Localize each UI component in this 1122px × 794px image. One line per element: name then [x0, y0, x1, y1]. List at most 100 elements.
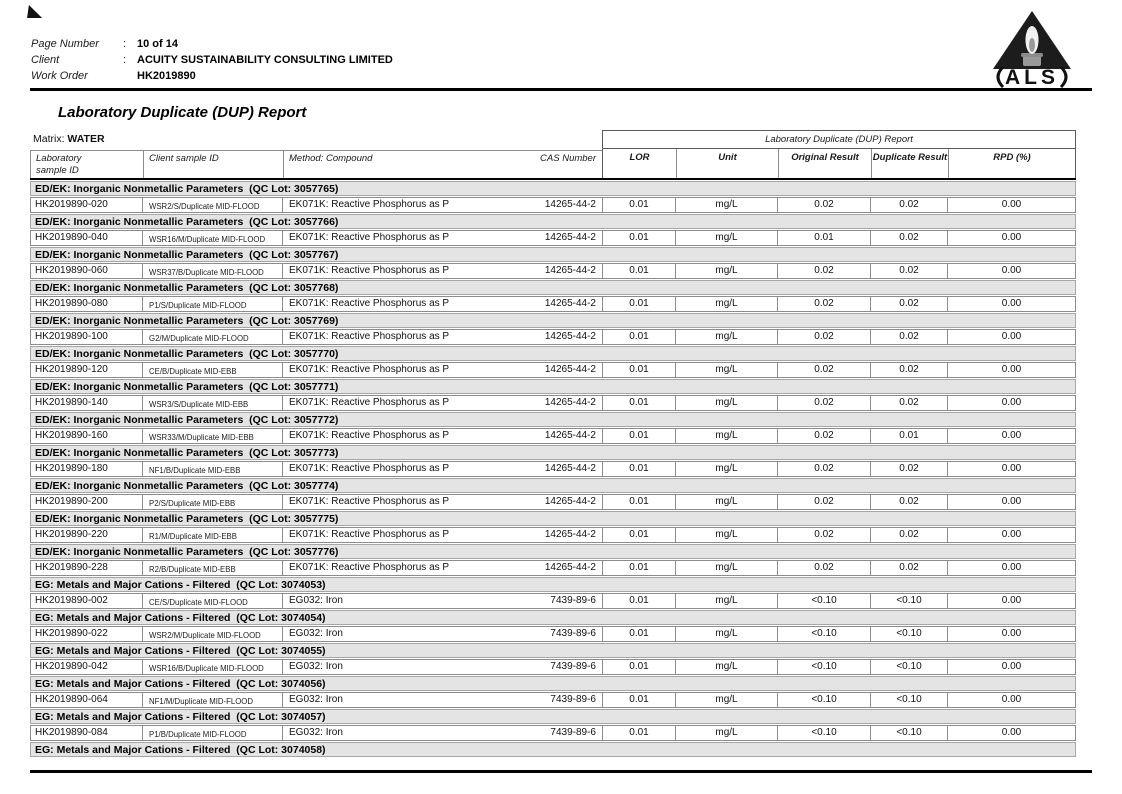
cell-laboratory-sample-id: HK2019890-060 — [31, 264, 143, 278]
section-heading: ED/EK: Inorganic Nonmetallic Parameters … — [30, 181, 1076, 196]
cell-cas-number: 7439-89-6 — [530, 594, 603, 608]
cell-unit: mg/L — [676, 396, 778, 410]
cell-cas-number: 14265-44-2 — [530, 528, 603, 542]
dup-report-group-header: Laboratory Duplicate (DUP) Report LOR Un… — [602, 130, 1076, 179]
client-value: ACUITY SUSTAINABILITY CONSULTING LIMITED — [137, 54, 393, 66]
table-row: HK2019890-080 P1/S/Duplicate MID-FLOOD EK0… — [30, 296, 1076, 312]
table-row: HK2019890-084 P1/B/Duplicate MID-FLOOD EG0… — [30, 725, 1076, 741]
table-row: HK2019890-120 CE/B/Duplicate MID-EBB EK071… — [30, 362, 1076, 378]
cell-rpd: 0.00 — [1001, 694, 1022, 705]
cell-unit: mg/L — [676, 231, 778, 245]
section-heading: ED/EK: Inorganic Nonmetallic Parameters … — [30, 214, 1076, 229]
column-header-method-compound: Method: Compound — [289, 153, 373, 164]
table-left-header: Laboratory sample ID Client sample ID Me… — [30, 150, 602, 178]
report-title: Laboratory Duplicate (DUP) Report — [58, 104, 307, 121]
cell-lor: 0.01 — [603, 231, 676, 245]
cell-duplicate-result: <0.10 — [871, 627, 948, 641]
cell-lor: 0.01 — [603, 726, 676, 740]
cell-client-sample-id: G2/M/Duplicate MID-FLOOD — [143, 330, 283, 344]
matrix-value: WATER — [67, 133, 105, 145]
cell-cas-number: 7439-89-6 — [530, 693, 603, 707]
cell-original-result: 0.01 — [778, 231, 871, 245]
table-row: HK2019890-040 WSR16/M/Duplicate MID-FLOOD… — [30, 230, 1076, 246]
cell-original-result: 0.02 — [778, 462, 871, 476]
cell-lor: 0.01 — [603, 264, 676, 278]
cell-cas-number: 14265-44-2 — [530, 363, 603, 377]
cell-duplicate-result: 0.02 — [871, 561, 948, 575]
column-header-laboratory-sample-id: Laboratory sample ID — [31, 151, 144, 178]
cell-cas-number: 7439-89-6 — [530, 627, 603, 641]
cell-original-result: <0.10 — [778, 627, 871, 641]
cell-lor: 0.01 — [603, 198, 676, 212]
cell-method-compound: EG032: Iron — [289, 595, 343, 606]
cell-unit: mg/L — [676, 495, 778, 509]
cell-client-sample-id: P1/S/Duplicate MID-FLOOD — [143, 297, 283, 311]
cell-laboratory-sample-id: HK2019890-120 — [31, 363, 143, 377]
cell-original-result: 0.02 — [778, 330, 871, 344]
table-row: HK2019890-140 WSR3/S/Duplicate MID-EBB EK0… — [30, 395, 1076, 411]
cell-laboratory-sample-id: HK2019890-080 — [31, 297, 143, 311]
cell-original-result: 0.02 — [778, 297, 871, 311]
cell-client-sample-id: WSR33/M/Duplicate MID-EBB — [143, 429, 283, 443]
cell-original-result: <0.10 — [778, 693, 871, 707]
cell-laboratory-sample-id: HK2019890-200 — [31, 495, 143, 509]
column-header-rpd: RPD (%) — [993, 152, 1031, 163]
cell-laboratory-sample-id: HK2019890-220 — [31, 528, 143, 542]
cell-method-compound: EG032: Iron — [289, 661, 343, 672]
table-row: HK2019890-160 WSR33/M/Duplicate MID-EBB EK… — [30, 428, 1076, 444]
cell-unit: mg/L — [676, 693, 778, 707]
cell-unit: mg/L — [676, 528, 778, 542]
cell-client-sample-id: R1/M/Duplicate MID-EBB — [143, 528, 283, 542]
cell-unit: mg/L — [676, 363, 778, 377]
cell-duplicate-result: <0.10 — [871, 693, 948, 707]
section-heading: EG: Metals and Major Cations - Filtered … — [30, 610, 1076, 625]
section-heading: EG: Metals and Major Cations - Filtered … — [30, 577, 1076, 592]
section-heading: ED/EK: Inorganic Nonmetallic Parameters … — [30, 445, 1076, 460]
cell-lor: 0.01 — [603, 363, 676, 377]
section-heading: EG: Metals and Major Cations - Filtered … — [30, 643, 1076, 658]
cell-unit: mg/L — [676, 462, 778, 476]
table-row: HK2019890-042 WSR16/B/Duplicate MID-FLOOD… — [30, 659, 1076, 675]
cell-method-compound: EK071K: Reactive Phosphorus as P — [289, 199, 450, 210]
cell-duplicate-result: 0.02 — [871, 264, 948, 278]
cell-method-compound: EK071K: Reactive Phosphorus as P — [289, 496, 450, 507]
cell-lor: 0.01 — [603, 627, 676, 641]
cell-unit: mg/L — [676, 198, 778, 212]
cell-method-compound: EK071K: Reactive Phosphorus as P — [289, 430, 450, 441]
cell-method-compound: EK071K: Reactive Phosphorus as P — [289, 562, 450, 573]
cell-lor: 0.01 — [603, 693, 676, 707]
table-row: HK2019890-022 WSR2/M/Duplicate MID-FLOOD E… — [30, 626, 1076, 642]
laboratory-header-line2: sample ID — [36, 165, 79, 176]
cell-rpd: 0.00 — [1001, 595, 1022, 606]
column-header-duplicate-result: Duplicate Result — [872, 149, 949, 179]
cell-client-sample-id: R2/B/Duplicate MID-EBB — [143, 561, 283, 575]
cell-lor: 0.01 — [603, 660, 676, 674]
cell-lor: 0.01 — [603, 330, 676, 344]
cell-original-result: 0.02 — [778, 429, 871, 443]
column-header-unit: Unit — [677, 149, 779, 179]
cell-laboratory-sample-id: HK2019890-084 — [31, 726, 143, 740]
cell-cas-number: 7439-89-6 — [530, 726, 603, 740]
cell-rpd: 0.00 — [1001, 496, 1022, 507]
cell-duplicate-result: 0.02 — [871, 462, 948, 476]
cell-method-compound: EK071K: Reactive Phosphorus as P — [289, 298, 450, 309]
cell-rpd: 0.00 — [1001, 331, 1022, 342]
page-bottom-rule — [30, 770, 1092, 773]
column-header-cas-number: CAS Number — [540, 153, 596, 164]
cell-laboratory-sample-id: HK2019890-160 — [31, 429, 143, 443]
als-logo-icon: ALS — [993, 11, 1071, 89]
cell-unit: mg/L — [676, 726, 778, 740]
cell-cas-number: 14265-44-2 — [530, 462, 603, 476]
cell-rpd: 0.00 — [1001, 562, 1022, 573]
scan-corner-mark-icon — [27, 5, 44, 18]
group-header-columns: LOR Unit Original Result Duplicate Resul… — [603, 149, 1075, 179]
cell-original-result: <0.10 — [778, 660, 871, 674]
table-row: HK2019890-064 NF1/M/Duplicate MID-FLOOD EG… — [30, 692, 1076, 708]
cell-duplicate-result: 0.02 — [871, 297, 948, 311]
table-row: HK2019890-200 P2/S/Duplicate MID-EBB EK071… — [30, 494, 1076, 510]
section-heading: ED/EK: Inorganic Nonmetallic Parameters … — [30, 247, 1076, 262]
cell-original-result: 0.02 — [778, 528, 871, 542]
client-label: Client — [31, 54, 60, 66]
cell-method-compound: EK071K: Reactive Phosphorus as P — [289, 331, 450, 342]
